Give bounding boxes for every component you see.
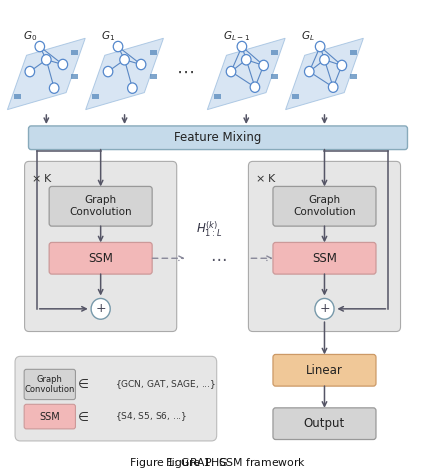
Text: $\in$: $\in$ (75, 377, 89, 392)
FancyBboxPatch shape (15, 356, 217, 441)
Bar (72, 74, 78, 79)
Circle shape (250, 82, 260, 92)
Polygon shape (208, 38, 285, 109)
Circle shape (237, 41, 247, 52)
Circle shape (41, 55, 51, 65)
Text: $\times$ K: $\times$ K (255, 172, 277, 184)
Text: +: + (319, 302, 330, 315)
FancyBboxPatch shape (49, 242, 152, 274)
Text: SSM: SSM (88, 252, 113, 265)
Circle shape (25, 66, 34, 77)
Polygon shape (7, 38, 85, 109)
Circle shape (58, 59, 68, 70)
Circle shape (35, 41, 44, 52)
Text: +: + (95, 302, 106, 315)
Text: Feature Mixing: Feature Mixing (174, 131, 262, 144)
Circle shape (103, 66, 113, 77)
Text: G: G (218, 458, 227, 468)
Bar (350, 74, 357, 79)
Text: $\{$GCN, GAT, SAGE, ...$\}$: $\{$GCN, GAT, SAGE, ...$\}$ (115, 378, 216, 391)
Bar (214, 94, 221, 99)
Bar (150, 50, 157, 55)
Text: SSM: SSM (39, 411, 60, 421)
Polygon shape (85, 38, 164, 109)
Text: Graph
Convolution: Graph Convolution (69, 195, 132, 218)
Bar (72, 50, 78, 55)
Circle shape (91, 299, 110, 319)
Circle shape (337, 60, 347, 71)
Polygon shape (286, 38, 363, 109)
Text: Figure 1:: Figure 1: (166, 458, 218, 468)
Circle shape (128, 83, 137, 93)
FancyBboxPatch shape (49, 186, 152, 226)
Text: Figure 1: $\mathregular{G}$RAPHSSM framework: Figure 1: $\mathregular{G}$RAPHSSM frame… (129, 456, 307, 470)
FancyBboxPatch shape (273, 242, 376, 274)
Text: $G_L$: $G_L$ (301, 29, 315, 43)
FancyBboxPatch shape (273, 355, 376, 386)
FancyBboxPatch shape (28, 126, 408, 150)
Circle shape (315, 299, 334, 319)
Bar (150, 74, 157, 79)
Circle shape (315, 41, 325, 52)
Circle shape (304, 66, 314, 77)
Bar (14, 94, 21, 99)
Circle shape (320, 55, 329, 65)
Text: $\cdots$: $\cdots$ (177, 63, 194, 81)
Text: $H_{1:L}^{(k)}$: $H_{1:L}^{(k)}$ (196, 219, 222, 239)
Text: $G_{L-1}$: $G_{L-1}$ (223, 29, 250, 43)
FancyBboxPatch shape (24, 161, 177, 331)
Text: $\cdots$: $\cdots$ (210, 249, 226, 267)
Bar (293, 94, 300, 99)
Bar (272, 74, 278, 79)
Text: Linear: Linear (306, 364, 343, 377)
Circle shape (259, 60, 269, 71)
Circle shape (226, 66, 236, 77)
Bar (350, 50, 357, 55)
Text: Graph
Convolution: Graph Convolution (24, 375, 75, 394)
FancyBboxPatch shape (273, 408, 376, 439)
FancyBboxPatch shape (273, 186, 376, 226)
Text: $\in$: $\in$ (75, 410, 89, 424)
Text: $G_1$: $G_1$ (101, 29, 116, 43)
FancyBboxPatch shape (249, 161, 401, 331)
Text: $G_0$: $G_0$ (23, 29, 37, 43)
Bar (92, 94, 99, 99)
Circle shape (328, 82, 338, 92)
FancyBboxPatch shape (24, 404, 75, 429)
Bar (272, 50, 278, 55)
FancyBboxPatch shape (24, 369, 75, 400)
Text: Graph
Convolution: Graph Convolution (293, 195, 356, 218)
Circle shape (242, 55, 251, 65)
Circle shape (120, 55, 129, 65)
Text: $\times$ K: $\times$ K (31, 172, 54, 184)
Circle shape (113, 41, 123, 52)
Text: Output: Output (304, 417, 345, 430)
Circle shape (49, 83, 59, 93)
Text: SSM: SSM (312, 252, 337, 265)
Text: $\{$S4, S5, S6, ...$\}$: $\{$S4, S5, S6, ...$\}$ (115, 410, 187, 423)
Circle shape (136, 59, 146, 70)
